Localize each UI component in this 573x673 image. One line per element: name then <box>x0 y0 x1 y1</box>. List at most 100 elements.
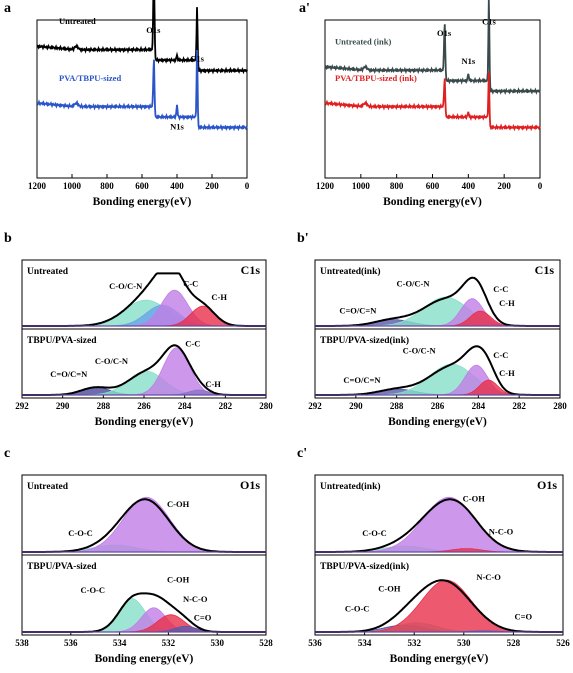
x-tick-label: 1000 <box>352 181 371 191</box>
survey-line <box>324 71 541 132</box>
x-tick-label: 288 <box>390 401 404 411</box>
component-label: C-H <box>211 292 227 302</box>
subplot-title: TBPU/PVA-sized(ink) <box>320 561 409 572</box>
core-level-label: C1s <box>241 263 261 277</box>
x-tick-label: 290 <box>349 401 363 411</box>
x-tick-label: 400 <box>462 181 476 191</box>
x-tick-label: 292 <box>308 401 322 411</box>
component-label: C-H <box>499 298 515 308</box>
x-tick-label: 600 <box>426 181 440 191</box>
component-label: C-C <box>493 284 508 294</box>
subplot-title: Untreated(ink) <box>320 266 381 277</box>
x-tick-label: 534 <box>358 638 372 648</box>
component-label: N-C-O <box>489 527 514 537</box>
x-tick-label: 1200 <box>28 181 47 191</box>
x-tick-label: 284 <box>472 401 486 411</box>
x-tick-label: 282 <box>219 401 233 411</box>
component-peak <box>315 496 563 553</box>
component-label: N-C-O <box>476 572 501 582</box>
x-tick-label: 400 <box>170 181 184 191</box>
peak-label: C1s <box>190 53 204 63</box>
component-label: C-OH <box>378 584 401 594</box>
x-tick-label: 0 <box>245 181 250 191</box>
panel-a: a 1200 1000 800 600 400 200 0 Bonding energy(eV)… <box>4 0 250 208</box>
component-label: C-C <box>493 350 508 360</box>
component-label: C-C <box>185 338 200 348</box>
x-tick-label: 534 <box>113 638 127 648</box>
peak-label: C1s <box>482 16 496 26</box>
peak-label: O1s <box>437 28 452 38</box>
subplot-title: Untreated(ink) <box>320 481 381 492</box>
core-level-label: C1s <box>535 263 555 277</box>
component-label: C-O-C <box>362 528 387 538</box>
subplot-title: TBPU/PVA-sized(ink) <box>320 335 409 346</box>
x-tick-label: 284 <box>178 401 192 411</box>
component-label: C-OH <box>463 493 486 503</box>
x-tick-label: 536 <box>308 638 322 648</box>
component-label: C-OH <box>167 574 190 584</box>
x-tick-label: 290 <box>56 401 70 411</box>
x-tick-label: 1200 <box>316 181 335 191</box>
x-axis-label: Bonding energy(eV) <box>95 416 194 428</box>
x-tick-label: 536 <box>64 638 78 648</box>
x-tick-label: 530 <box>210 638 224 648</box>
x-tick-label: 538 <box>15 638 29 648</box>
panel-label: a <box>4 1 11 16</box>
peak-label: N1s <box>170 122 184 132</box>
plot-frame <box>36 19 248 179</box>
component-label: C-O-C <box>345 603 370 613</box>
series-label: Untreated (ink) <box>335 37 391 47</box>
x-tick-label: 286 <box>431 401 445 411</box>
survey-line <box>36 0 248 75</box>
series-label: PVA/TBPU-sized (ink) <box>335 73 417 83</box>
x-tick-label: 800 <box>100 181 114 191</box>
survey-line <box>36 49 248 132</box>
panel-label: c' <box>297 446 307 461</box>
envelope-line <box>315 498 563 553</box>
component-label: C-O/C-N <box>95 356 129 366</box>
x-tick-label: 530 <box>457 638 471 648</box>
panel-label: a' <box>299 1 310 16</box>
survey-line <box>324 0 541 96</box>
component-label: C-O/C-N <box>396 278 430 288</box>
component-label: N-C-O <box>183 594 208 604</box>
peak-label: O1s <box>146 25 161 35</box>
subplot-title: Untreated <box>27 482 69 492</box>
component-label: C=O/C=N <box>50 369 88 379</box>
panel-c: c 538 536 534 532 530 528 Bonding energy(eV) O1s… <box>4 446 273 665</box>
x-tick-label: 800 <box>390 181 404 191</box>
panel-b: b 292 290 288 286 284 282 280 Bonding energy(eV)… <box>4 231 273 428</box>
component-label: C=O/C=N <box>343 375 381 385</box>
x-tick-label: 280 <box>259 401 273 411</box>
x-axis-label: Bonding energy(eV) <box>388 416 487 428</box>
component-peak <box>22 496 266 553</box>
x-axis-label: Bonding energy(eV) <box>383 196 482 208</box>
panel-b2: b' 292 290 288 286 284 282 280 Bonding energy(eV… <box>297 231 567 428</box>
x-tick-label: 532 <box>162 638 176 648</box>
x-axis-label: Bonding energy(eV) <box>390 653 489 665</box>
component-label: C=O <box>515 611 533 621</box>
x-tick-label: 600 <box>135 181 149 191</box>
component-label: C-O/C-N <box>403 345 437 355</box>
x-tick-label: 292 <box>15 401 29 411</box>
x-tick-label: 526 <box>556 638 570 648</box>
x-tick-label: 200 <box>497 181 511 191</box>
x-axis-label: Bonding energy(eV) <box>93 196 192 208</box>
panel-label: c <box>4 446 10 461</box>
component-label: C-O-C <box>80 585 105 595</box>
x-tick-label: 286 <box>137 401 151 411</box>
peak-label: N1s <box>461 56 475 66</box>
core-level-label: O1s <box>240 478 260 492</box>
x-tick-label: 280 <box>553 401 567 411</box>
x-tick-label: 288 <box>97 401 111 411</box>
core-level-label: O1s <box>537 478 557 492</box>
x-axis-label: Bonding energy(eV) <box>95 653 194 665</box>
panel-label: b' <box>297 231 309 246</box>
component-label: C-OH <box>167 499 190 509</box>
x-tick-label: 528 <box>507 638 521 648</box>
series-label: Untreated <box>59 16 96 26</box>
subplot-title: TBPU/PVA-sized <box>27 336 97 346</box>
x-tick-label: 1000 <box>63 181 82 191</box>
component-label: C-O-C <box>68 528 93 538</box>
